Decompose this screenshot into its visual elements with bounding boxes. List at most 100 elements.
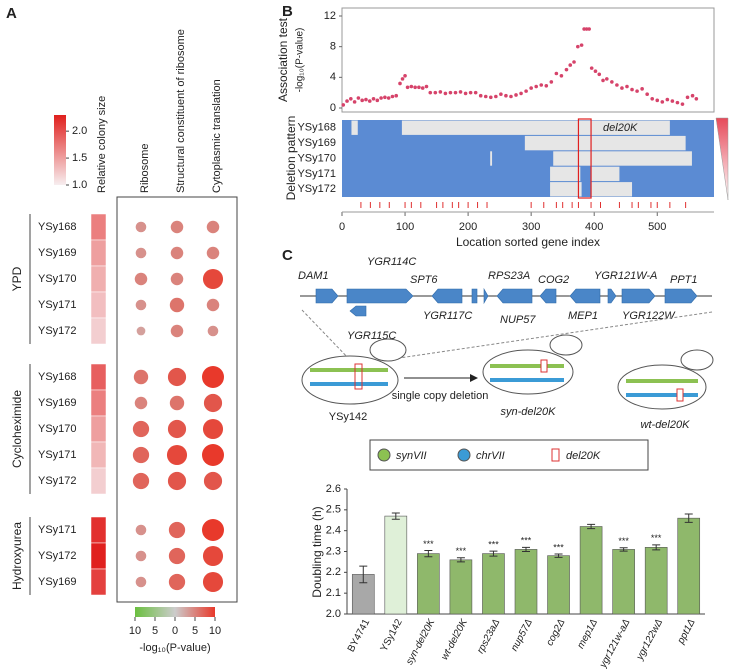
- point: [660, 100, 665, 104]
- rank-wedge: [715, 117, 729, 201]
- deleted-region: [401, 120, 670, 135]
- chromosome: [626, 393, 698, 397]
- plot-frame: [341, 7, 715, 113]
- colorbar-label: 0: [172, 625, 178, 637]
- row-label: YSy171: [38, 449, 77, 461]
- dot: [134, 272, 148, 286]
- point: [539, 83, 544, 87]
- bar: [547, 555, 570, 615]
- error-bar: [359, 565, 368, 584]
- point: [524, 89, 528, 93]
- zoom-line: [371, 311, 713, 363]
- point: [544, 83, 549, 88]
- point: [453, 90, 458, 95]
- dot: [167, 419, 187, 439]
- dot: [170, 272, 184, 286]
- point: [519, 91, 523, 96]
- error-bar: [619, 547, 628, 552]
- point: [601, 78, 605, 83]
- gene-diagram: C DAM1 YGR114C SPT6 RPS23A COG2 YGR121W-…: [282, 247, 714, 471]
- y-tick-label: 0: [330, 102, 336, 114]
- point: [420, 86, 425, 90]
- colony-cell: [90, 568, 107, 596]
- colony-cell: [90, 389, 107, 417]
- chromosome: [310, 368, 388, 372]
- dot: [167, 367, 187, 387]
- row-label: YSy172: [38, 550, 77, 562]
- point: [424, 84, 429, 89]
- error-bar: [684, 513, 693, 523]
- point: [443, 91, 448, 96]
- colony-cell: [90, 516, 107, 544]
- dot: [168, 521, 186, 539]
- point: [433, 90, 438, 95]
- point: [504, 93, 508, 98]
- dot: [135, 576, 147, 588]
- dot: [202, 571, 224, 593]
- point: [364, 97, 368, 102]
- row-label: YSy169: [38, 397, 77, 409]
- x-tick-label: syn-del20K: [404, 616, 438, 667]
- dot: [202, 444, 224, 466]
- panel-letter: B: [282, 3, 293, 20]
- dot: [206, 246, 220, 260]
- point: [405, 85, 410, 90]
- point: [438, 90, 443, 94]
- row-label: YSy170: [38, 423, 77, 435]
- cell: [301, 355, 399, 405]
- point: [349, 97, 353, 101]
- gene-label: YGR117C: [423, 310, 472, 322]
- x-tick-label: rps23aΔ: [475, 617, 502, 655]
- y-tick-label: 12: [324, 10, 336, 22]
- point: [375, 98, 380, 103]
- significance: ***: [423, 539, 434, 549]
- point: [564, 67, 569, 72]
- colony-cell: [90, 265, 107, 293]
- point: [549, 80, 554, 84]
- gene-label: MEP1: [568, 310, 598, 322]
- row-label: YSy169: [38, 576, 77, 588]
- deleted-region: [524, 135, 686, 151]
- point: [593, 69, 598, 73]
- cell: [617, 364, 707, 410]
- cell-bud: [369, 338, 407, 362]
- point: [675, 100, 680, 105]
- row-label: YSy168: [297, 122, 336, 134]
- column-header: Ribosome: [139, 143, 151, 193]
- point: [514, 93, 518, 97]
- colony-cell: [90, 213, 107, 241]
- dot: [135, 221, 147, 233]
- point: [576, 44, 580, 49]
- group-label: YPD: [10, 266, 24, 291]
- error-bar: [522, 546, 530, 552]
- x-tick-label: wt-del20K: [439, 616, 470, 662]
- error-bar: [456, 557, 465, 563]
- colorbar: [54, 115, 66, 185]
- point: [589, 66, 594, 70]
- legend-label: chrVII: [476, 450, 505, 462]
- legend-label: synVII: [396, 450, 427, 462]
- point: [529, 86, 533, 90]
- deleted-region: [550, 182, 582, 197]
- dot: [203, 393, 223, 413]
- y-axis-label: Association test: [276, 17, 290, 102]
- colony-cell: [90, 467, 107, 495]
- x-axis-label: Location sorted gene index: [456, 235, 600, 249]
- dot: [132, 446, 150, 464]
- point: [635, 89, 639, 93]
- significance: ***: [553, 542, 564, 552]
- point: [483, 94, 488, 99]
- x-tick-label: 500: [648, 221, 666, 233]
- group-label: Hydroxyurea: [10, 522, 24, 590]
- point: [499, 92, 503, 96]
- column-header: Structural constituent of ribosome: [175, 29, 187, 193]
- point: [356, 96, 361, 100]
- point: [605, 77, 609, 81]
- colony-cell: [90, 542, 107, 570]
- bar: [612, 549, 635, 615]
- row-label: YSy170: [297, 152, 336, 164]
- point: [398, 81, 402, 86]
- row-label: YSy168: [38, 221, 77, 233]
- x-tick-label: mep1Δ: [575, 617, 600, 650]
- y-axis-label: Doubling time (h): [310, 506, 324, 597]
